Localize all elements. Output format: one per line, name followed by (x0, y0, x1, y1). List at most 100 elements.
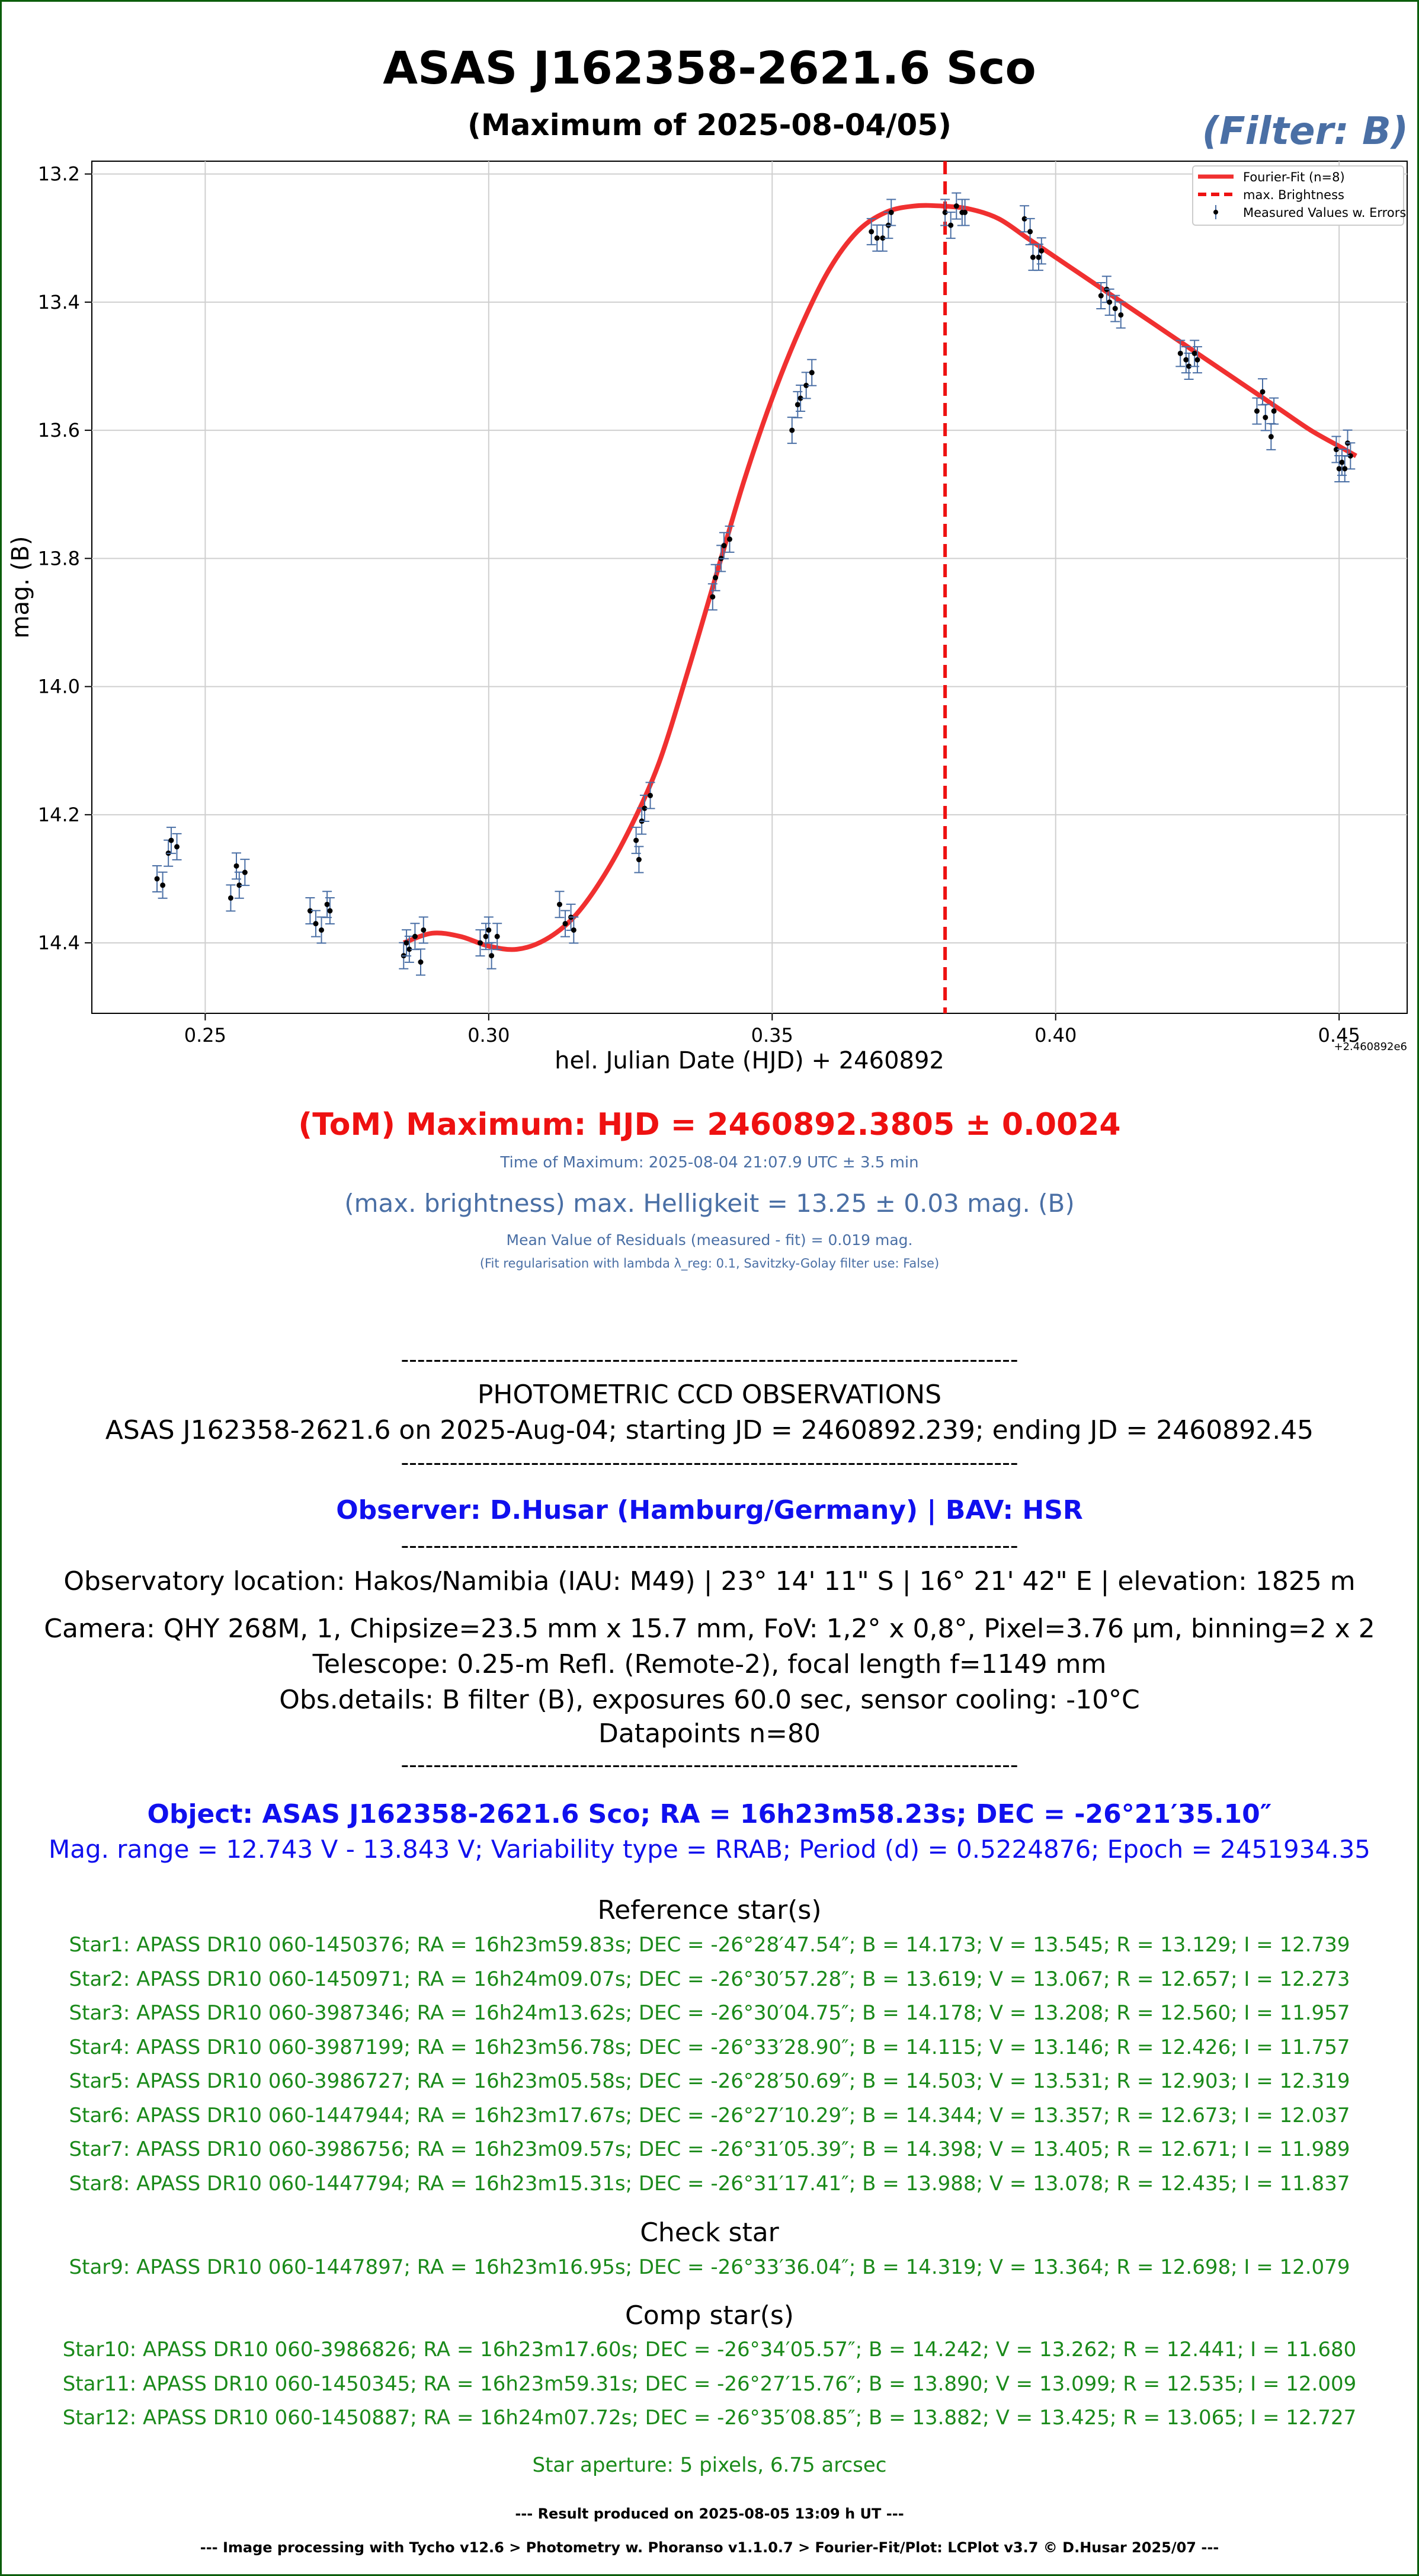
data-point (560, 910, 571, 937)
data-point (1346, 442, 1356, 470)
data-point-marker (1260, 389, 1266, 395)
check-star-heading: Check star (640, 2217, 779, 2248)
reference-star: Star2: APASS DR10 060-1450971; RA = 16h2… (69, 1967, 1350, 1991)
data-point-marker (1191, 350, 1197, 356)
data-point-marker (486, 927, 492, 933)
star-aperture: Star aperture: 5 pixels, 6.75 arcsec (532, 2453, 887, 2477)
data-point (960, 199, 970, 226)
observations-heading: PHOTOMETRIC CCD OBSERVATIONS (477, 1380, 942, 1410)
data-point (416, 948, 425, 976)
y-tick-label: 13.8 (38, 547, 80, 569)
separator-line: ----------------------------------------… (401, 1449, 1018, 1476)
filter-label: (Filter: B) (1202, 110, 1408, 153)
x-axis-label: hel. Julian Date (HJD) + 2460892 (555, 1047, 944, 1074)
data-point (707, 583, 717, 611)
data-point-marker (636, 857, 642, 863)
data-point-marker (228, 895, 233, 901)
y-tick-label: 14.0 (38, 676, 80, 698)
observation-run: ASAS J162358-2621.6 on 2025-Aug-04; star… (105, 1415, 1314, 1445)
y-tick-label: 14.4 (38, 932, 80, 954)
chart-title: ASAS J162358-2621.6 Sco (383, 41, 1036, 94)
separator-line: ----------------------------------------… (401, 1532, 1018, 1559)
comp-star: Star10: APASS DR10 060-3986826; RA = 16h… (62, 2338, 1357, 2361)
data-point-marker (713, 575, 719, 581)
data-point-marker (1027, 229, 1033, 235)
reference-star: Star8: APASS DR10 060-1447794; RA = 16h2… (69, 2172, 1350, 2196)
data-point (1110, 295, 1120, 322)
data-point-marker (633, 837, 639, 843)
data-point-marker (324, 901, 330, 907)
data-point (710, 564, 720, 591)
data-point-marker (160, 882, 166, 888)
data-point-marker (242, 869, 248, 875)
data-point (645, 782, 655, 809)
x-tick-label: 0.35 (751, 1024, 793, 1047)
data-point (1260, 404, 1270, 431)
data-point-marker (789, 427, 795, 433)
data-point (1331, 436, 1341, 463)
data-point (166, 827, 176, 855)
reference-star: Star4: APASS DR10 060-3987199; RA = 16h2… (69, 2036, 1350, 2059)
data-point-marker (1021, 216, 1027, 222)
reference-stars-heading: Reference star(s) (597, 1895, 822, 1925)
magnitude-range: Mag. range = 12.743 V - 13.843 V; Variab… (48, 1835, 1371, 1864)
data-point (492, 923, 502, 951)
data-point (475, 929, 485, 957)
data-point (1175, 340, 1186, 367)
separator-line: ----------------------------------------… (401, 1346, 1018, 1372)
data-point-marker (1107, 299, 1113, 305)
data-point-marker (721, 543, 727, 549)
check-star: Star9: APASS DR10 060-1447897; RA = 16h2… (69, 2255, 1350, 2279)
comp-star: Star11: APASS DR10 060-1450345; RA = 16h… (62, 2372, 1357, 2396)
data-point-marker (710, 594, 716, 600)
data-point-marker (307, 908, 313, 914)
data-point-marker (1342, 466, 1348, 472)
data-point-marker (1039, 248, 1045, 254)
reference-star: Star3: APASS DR10 060-3987346; RA = 16h2… (69, 2001, 1350, 2025)
data-point-marker (1268, 434, 1274, 440)
data-point-marker (421, 927, 427, 933)
result-timestamp: --- Result produced on 2025-08-05 13:09 … (515, 2505, 904, 2522)
telescope-details: Telescope: 0.25-m Refl. (Remote-2), foca… (312, 1649, 1107, 1679)
data-point (486, 942, 497, 969)
data-point-marker (403, 940, 409, 946)
data-point (1340, 455, 1350, 482)
data-point-marker (1036, 254, 1042, 260)
legend-point-swatch (1213, 210, 1218, 215)
data-point-marker (962, 209, 968, 215)
data-point-marker (727, 536, 733, 542)
data-point (569, 916, 579, 944)
chart-subtitle: (Maximum of 2025-08-04/05) (467, 108, 952, 142)
data-point (172, 833, 182, 860)
reference-star: Star1: APASS DR10 060-1450376; RA = 16h2… (69, 1933, 1350, 1957)
data-point-marker (642, 805, 648, 811)
data-point (807, 359, 817, 386)
data-point-marker (1336, 466, 1342, 472)
data-point-marker (942, 209, 948, 215)
data-point-marker (406, 946, 412, 952)
data-point (152, 865, 162, 892)
data-point-marker (869, 229, 875, 235)
legend-max-label: max. Brightness (1243, 188, 1344, 202)
data-point-marker (418, 959, 424, 965)
data-point-marker (319, 927, 325, 933)
data-point (1116, 301, 1126, 329)
x-offset-label: +2.460892e6 (1334, 1041, 1408, 1053)
legend-points-label: Measured Values w. Errors (1243, 206, 1406, 220)
separator-line: ----------------------------------------… (401, 1752, 1018, 1778)
data-point-marker (1333, 447, 1339, 453)
data-point (719, 532, 729, 559)
plot-area (91, 161, 1408, 1014)
x-axis-ticks: 0.25 0.30 0.35 0.40 0.45 (184, 1013, 1360, 1047)
data-point-marker (233, 863, 239, 869)
data-point (1252, 397, 1262, 425)
x-tick-label: 0.30 (467, 1024, 510, 1047)
x-tick-label: 0.45 (1318, 1024, 1360, 1047)
datapoints-count: Datapoints n=80 (598, 1719, 821, 1749)
data-point-marker (1118, 312, 1124, 318)
data-point-marker (648, 792, 654, 798)
data-point-marker (168, 837, 174, 843)
data-point-marker (154, 876, 160, 882)
light-curve-chart: 0.25 0.30 0.35 0.40 0.45 13.2 13.4 13.6 13.8 14.… (7, 161, 1408, 1074)
data-point (240, 859, 250, 887)
